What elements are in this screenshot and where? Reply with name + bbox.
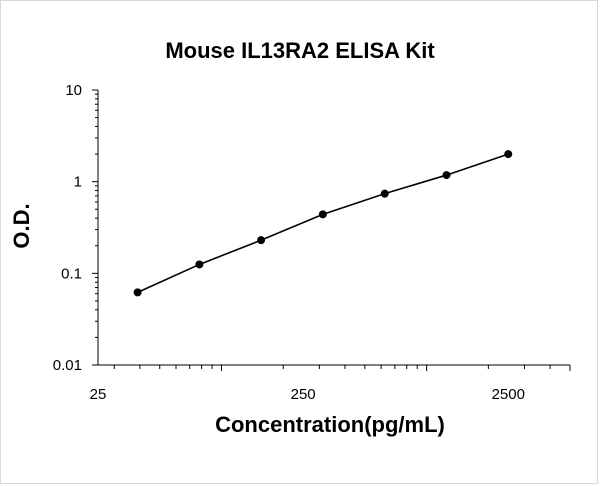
y-tick-label: 10 [65,82,82,99]
x-axis-label: Concentration(pg/mL) [215,412,445,437]
data-point [380,189,389,198]
data-point [195,260,204,269]
data-point [133,288,142,297]
y-tick-label: 0.1 [61,265,82,282]
x-tick-label: 2500 [492,386,525,403]
x-tick-label: 250 [291,386,316,403]
series-line [137,153,509,294]
chart-title: Mouse IL13RA2 ELISA Kit [165,38,435,63]
data-point [318,210,327,219]
y-tick-label: 1 [74,174,82,191]
data-point [442,171,451,180]
data-point [504,150,513,159]
x-tick-label: 25 [90,386,107,403]
y-tick-label: 0.01 [53,357,82,374]
data-point [257,236,266,245]
